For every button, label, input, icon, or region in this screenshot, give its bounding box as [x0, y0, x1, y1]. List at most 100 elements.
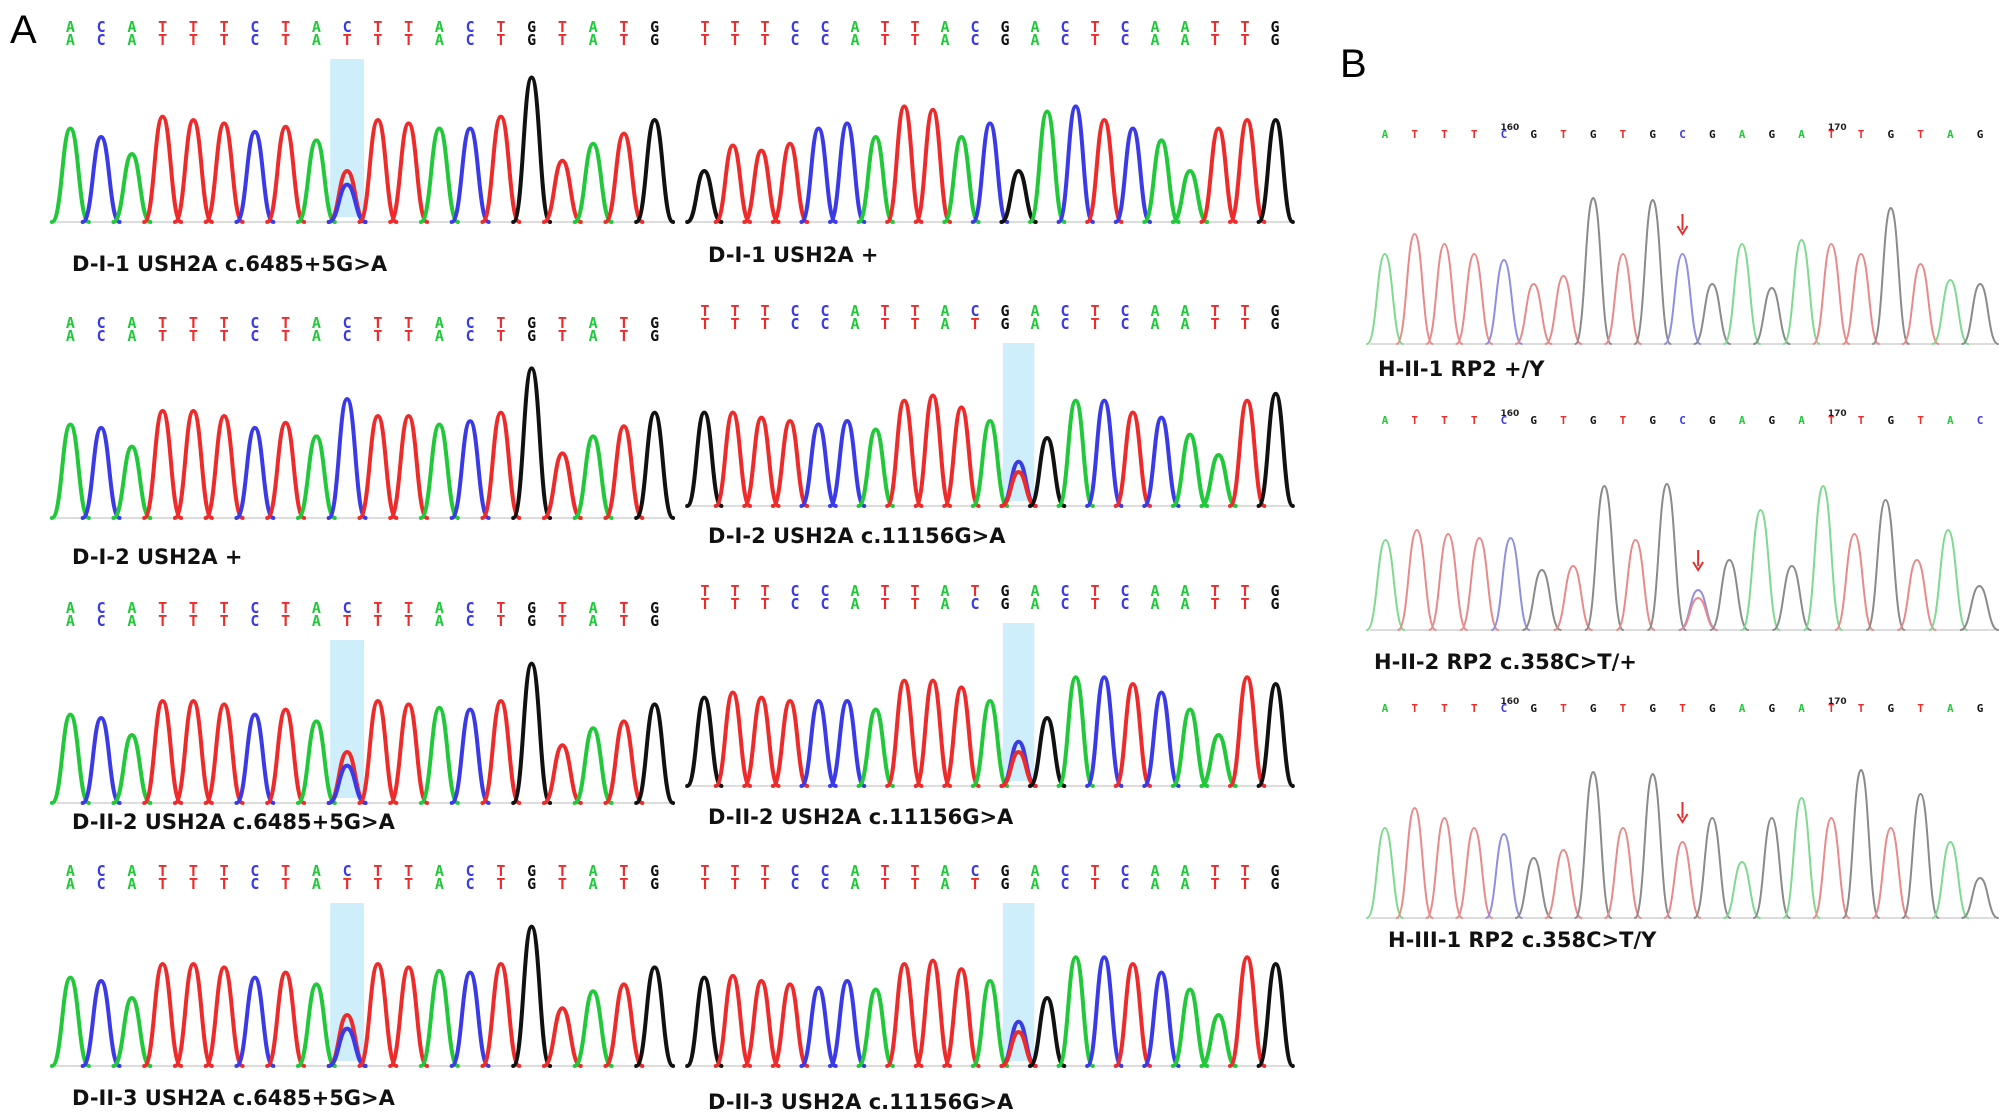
chromatogram-peak	[388, 702, 430, 805]
chromatogram-peak	[1142, 690, 1181, 788]
chromatogram-peak	[828, 121, 867, 224]
chromatogram-peak	[1663, 841, 1702, 919]
base-letter: T	[880, 595, 889, 613]
base-letter: T	[760, 18, 769, 36]
base-letter: C	[790, 875, 799, 893]
base-letter: A	[312, 599, 321, 617]
base-letter: T	[496, 862, 505, 880]
chromatogram-peak	[1228, 675, 1267, 788]
base-letter: A	[1180, 582, 1189, 600]
base-letter: G	[1270, 31, 1279, 49]
base-letter: A	[1798, 702, 1805, 715]
chromatogram-peak	[295, 138, 337, 224]
chromatogram-peak	[1752, 817, 1791, 919]
base-letter: A	[435, 862, 444, 880]
base-letter: T	[558, 862, 567, 880]
base-letter: A	[589, 599, 598, 617]
chromatogram-peak	[1782, 239, 1821, 345]
chromatogram-peak	[388, 121, 430, 224]
caption-h-ii-2: H-II-2 RP2 c.358C>T/+	[1374, 650, 1637, 674]
chromatogram-peak	[799, 126, 838, 224]
chromatogram-peak	[357, 118, 399, 224]
base-letter: T	[404, 875, 413, 893]
base-letter: C	[97, 31, 106, 49]
base-letter: T	[220, 599, 229, 617]
base-letter: A	[127, 314, 136, 332]
base-letter: T	[910, 302, 919, 320]
chromatogram-peak	[942, 967, 981, 1068]
base-letter: A	[1150, 302, 1159, 320]
base-letter: C	[1060, 31, 1069, 49]
base-letter: G	[1768, 128, 1775, 141]
base-letter: G	[527, 612, 536, 630]
chromatogram-peak	[111, 444, 153, 520]
base-letter: T	[1210, 302, 1219, 320]
base-letter: C	[343, 18, 352, 36]
chromatogram-peak	[1028, 716, 1067, 788]
chromatogram-peak	[634, 118, 676, 224]
chromatogram-peak	[111, 152, 153, 224]
base-letter: C	[790, 595, 799, 613]
chromatogram-peak	[234, 975, 276, 1068]
base-letter: A	[589, 18, 598, 36]
chromatogram-peak	[799, 985, 838, 1068]
base-letter: A	[589, 875, 598, 893]
position-label: 170	[1828, 697, 1847, 707]
chromatogram-peak	[1485, 833, 1523, 919]
chromatogram-peak	[713, 410, 752, 508]
base-letter: T	[343, 612, 352, 630]
base-letter: T	[1471, 414, 1478, 427]
base-letter: T	[1917, 414, 1924, 427]
base-letter: T	[1620, 414, 1627, 427]
chromatogram-peak	[1782, 797, 1821, 919]
chromatogram-peak	[713, 143, 752, 224]
base-letter: C	[970, 862, 979, 880]
chromatogram-peak	[449, 126, 491, 224]
base-letter: T	[730, 302, 739, 320]
caption-h-ii-1: H-II-1 RP2 +/Y	[1378, 357, 1545, 381]
base-letter: C	[790, 302, 799, 320]
base-letter: A	[1739, 702, 1746, 715]
mutation-highlight	[1002, 623, 1035, 781]
chromatogram-peak	[1897, 559, 1937, 631]
base-letter: C	[1120, 875, 1129, 893]
chromatogram-peak	[1752, 287, 1791, 345]
chromatogram-peak	[1142, 970, 1181, 1068]
chromatogram-peak	[388, 414, 430, 520]
base-letter: G	[650, 314, 659, 332]
chromatogram-peak	[142, 699, 184, 805]
base-letter: G	[1000, 595, 1009, 613]
chromatogram-peak	[685, 975, 724, 1068]
chromatogram-peak	[80, 979, 122, 1068]
base-letter: T	[700, 315, 709, 333]
base-letter: T	[1240, 315, 1249, 333]
chromatogram-peak	[1085, 675, 1124, 788]
base-letter: T	[496, 612, 505, 630]
chromatogram-peak	[1199, 733, 1238, 788]
base-letter: T	[619, 862, 628, 880]
base-letter: T	[158, 599, 167, 617]
chromatogram-peak	[1366, 827, 1404, 919]
chromatogram-peak	[142, 408, 184, 520]
base-letter: A	[1030, 582, 1039, 600]
chromatogram-peak	[1834, 533, 1875, 631]
base-letter: G	[1270, 862, 1279, 880]
base-letter: T	[1828, 414, 1835, 427]
base-letter: C	[250, 612, 259, 630]
base-letter: G	[527, 327, 536, 345]
base-letter: A	[312, 31, 321, 49]
base-letter: T	[700, 595, 709, 613]
base-letter: A	[66, 18, 75, 36]
base-letter: A	[1180, 315, 1189, 333]
base-letter: A	[127, 327, 136, 345]
base-letter: A	[435, 599, 444, 617]
chromatogram-peak	[80, 135, 122, 224]
base-letter: A	[1030, 595, 1039, 613]
chromatogram-peak	[742, 979, 781, 1068]
base-letter: T	[373, 862, 382, 880]
base-letter: T	[558, 875, 567, 893]
chromatogram-peak	[913, 107, 952, 224]
chromatogram-peak	[1056, 675, 1095, 788]
base-letter: A	[1947, 702, 1954, 715]
